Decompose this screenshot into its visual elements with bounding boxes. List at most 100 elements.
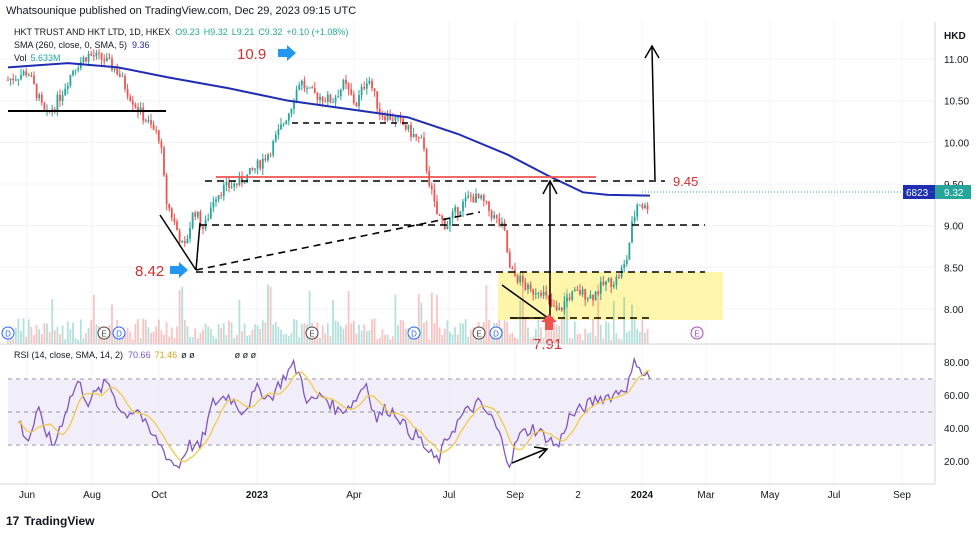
volume-bar: [638, 331, 641, 344]
volume-bar: [92, 294, 95, 344]
volume-bar: [347, 290, 350, 344]
candle-body: [607, 278, 610, 282]
volume-bars: [7, 284, 649, 344]
candle-body: [150, 120, 152, 125]
volume-bar: [571, 338, 574, 344]
volume-bar: [511, 332, 514, 344]
candle-body: [631, 221, 633, 243]
volume-bar: [506, 321, 509, 344]
annotation-resist: 9.45: [673, 174, 698, 189]
candle-body: [641, 204, 644, 209]
event-marker: [407, 326, 421, 340]
candle-body: [27, 75, 30, 77]
volume-bar: [560, 318, 563, 344]
tradingview-mark-icon: 17: [6, 514, 20, 528]
volume-bar: [238, 299, 241, 344]
volume-bar: [636, 328, 639, 344]
candle-body: [459, 211, 462, 215]
volume-bar: [363, 324, 366, 344]
candle-body: [389, 113, 392, 120]
volume-bar: [420, 302, 423, 344]
volume-bar: [14, 327, 17, 344]
candle-body: [605, 281, 607, 285]
volume-bar: [129, 331, 132, 344]
candle-body: [181, 241, 184, 243]
volume-bar: [59, 334, 61, 344]
candle-body: [212, 201, 215, 208]
candle-body: [381, 114, 384, 117]
legend-vol: Vol: [14, 53, 27, 63]
volume-bar: [225, 334, 228, 344]
candle-body: [290, 108, 293, 114]
candle-body: [134, 104, 137, 108]
candle-body: [178, 230, 181, 243]
volume-bar: [488, 319, 490, 344]
diag-line-2: [195, 222, 201, 271]
candle-body: [316, 92, 319, 100]
candle-body: [53, 109, 56, 111]
volume-bar: [176, 326, 178, 344]
candle-body: [293, 102, 295, 109]
volume-bar: [22, 318, 25, 344]
candle-body: [633, 216, 636, 222]
candle-body: [339, 89, 342, 97]
volume-bar: [358, 324, 360, 344]
candle-body: [329, 94, 332, 103]
volume-bar: [352, 321, 355, 344]
candle-body: [235, 183, 238, 185]
candle-body: [170, 208, 173, 219]
time-tick-4: Apr: [346, 490, 362, 501]
tradingview-logo[interactable]: 17 TradingView: [6, 514, 94, 528]
volume-bar: [246, 335, 249, 344]
candle-body: [482, 195, 485, 202]
legend-open: O9.23: [175, 27, 200, 37]
candle-body: [155, 129, 158, 131]
candle-body: [173, 218, 176, 222]
candle-body: [563, 301, 566, 311]
volume-bar: [579, 333, 581, 344]
event-marker: [97, 326, 111, 340]
rsi-legend-sma: 71.46: [155, 350, 178, 360]
candle-body: [355, 102, 358, 107]
candle-body: [394, 117, 397, 121]
volume-bar: [566, 288, 568, 344]
candle-body: [33, 75, 35, 84]
candle-body: [516, 275, 519, 283]
candle-body: [524, 282, 527, 290]
candle-body: [129, 96, 132, 101]
rsi-tick-0: 80.00: [944, 358, 969, 369]
candle-body: [17, 79, 20, 81]
candle-body: [64, 88, 67, 96]
volume-bar: [181, 286, 184, 344]
volume-bar: [490, 334, 493, 344]
candle-body: [118, 73, 121, 77]
candle-body: [378, 108, 381, 115]
volume-bar: [646, 328, 649, 344]
candle-body: [7, 79, 9, 81]
volume-bar: [194, 328, 197, 344]
volume-bar: [233, 337, 236, 344]
candle-body: [365, 83, 368, 89]
candle-body: [488, 201, 490, 211]
candle-body: [628, 242, 631, 260]
sma-line: [7, 62, 651, 197]
candle-body: [636, 204, 639, 217]
volume-bar: [290, 332, 293, 344]
candle-body: [124, 76, 126, 89]
arrow-shaft-2: [651, 47, 656, 181]
candle-body: [108, 57, 111, 59]
volume-bar: [527, 327, 529, 344]
volume-bar: [334, 320, 337, 344]
candle-body: [40, 94, 43, 103]
candle-body: [43, 102, 46, 111]
candle-body: [407, 124, 410, 130]
volume-bar: [61, 325, 64, 344]
candle-body: [194, 212, 197, 217]
candle-body: [215, 199, 217, 202]
candle-body: [207, 218, 210, 220]
volume-bar: [625, 332, 628, 344]
volume-bar: [402, 320, 405, 344]
event-marker: [112, 326, 126, 340]
